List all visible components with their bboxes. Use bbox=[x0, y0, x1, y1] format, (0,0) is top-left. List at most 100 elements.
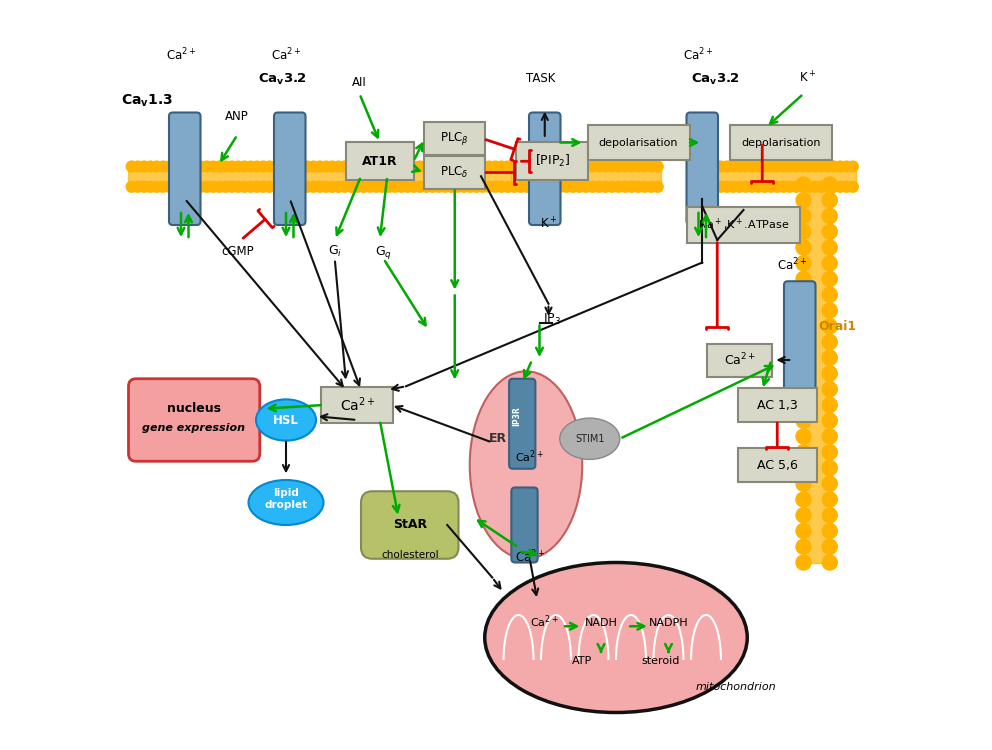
Circle shape bbox=[607, 182, 617, 192]
Circle shape bbox=[548, 161, 558, 172]
Ellipse shape bbox=[485, 562, 747, 712]
Circle shape bbox=[804, 182, 814, 192]
Circle shape bbox=[600, 161, 611, 172]
Circle shape bbox=[529, 161, 540, 172]
Circle shape bbox=[377, 161, 388, 172]
Circle shape bbox=[245, 161, 256, 172]
Circle shape bbox=[290, 182, 300, 192]
Circle shape bbox=[302, 161, 312, 172]
Circle shape bbox=[816, 161, 826, 172]
Circle shape bbox=[509, 161, 520, 172]
Circle shape bbox=[847, 182, 858, 192]
Circle shape bbox=[428, 161, 438, 172]
Circle shape bbox=[772, 161, 783, 172]
Text: AC 5,6: AC 5,6 bbox=[757, 458, 798, 472]
Text: cholesterol: cholesterol bbox=[381, 550, 438, 560]
Circle shape bbox=[522, 161, 533, 172]
FancyBboxPatch shape bbox=[129, 379, 260, 461]
Circle shape bbox=[309, 182, 318, 192]
FancyBboxPatch shape bbox=[321, 387, 393, 423]
Text: Ca$^{2+}$: Ca$^{2+}$ bbox=[777, 256, 807, 273]
Circle shape bbox=[164, 182, 175, 192]
Text: Na$^+$,K$^+$.ATPase: Na$^+$,K$^+$.ATPase bbox=[697, 217, 790, 233]
FancyBboxPatch shape bbox=[169, 112, 200, 225]
Text: IP$_3$: IP$_3$ bbox=[544, 311, 561, 326]
Text: K$^+$: K$^+$ bbox=[540, 217, 558, 232]
Circle shape bbox=[822, 272, 837, 286]
Circle shape bbox=[778, 182, 789, 192]
Circle shape bbox=[434, 161, 444, 172]
Circle shape bbox=[772, 182, 783, 192]
Circle shape bbox=[402, 182, 413, 192]
Circle shape bbox=[822, 240, 837, 255]
Circle shape bbox=[409, 161, 420, 172]
Circle shape bbox=[796, 224, 811, 239]
Circle shape bbox=[516, 161, 526, 172]
Circle shape bbox=[245, 182, 256, 192]
Circle shape bbox=[822, 539, 837, 554]
Circle shape bbox=[396, 161, 407, 172]
Circle shape bbox=[653, 182, 663, 192]
Circle shape bbox=[766, 161, 777, 172]
Circle shape bbox=[195, 182, 206, 192]
Text: G$_q$: G$_q$ bbox=[375, 244, 392, 261]
Circle shape bbox=[822, 224, 837, 239]
FancyBboxPatch shape bbox=[730, 125, 832, 160]
Circle shape bbox=[177, 182, 187, 192]
Circle shape bbox=[633, 182, 644, 192]
Circle shape bbox=[529, 182, 540, 192]
Circle shape bbox=[796, 413, 811, 428]
Circle shape bbox=[188, 161, 199, 172]
Circle shape bbox=[709, 161, 719, 172]
Circle shape bbox=[415, 161, 426, 172]
Text: mitochondrion: mitochondrion bbox=[695, 682, 777, 692]
Circle shape bbox=[327, 161, 337, 172]
Circle shape bbox=[152, 182, 162, 192]
FancyBboxPatch shape bbox=[686, 112, 718, 225]
Circle shape bbox=[702, 182, 713, 192]
Bar bbox=[511, 162, 661, 191]
Circle shape bbox=[835, 182, 845, 192]
Circle shape bbox=[580, 161, 591, 172]
Circle shape bbox=[471, 161, 482, 172]
Text: Ca$^{2+}$: Ca$^{2+}$ bbox=[516, 448, 545, 465]
Text: Ca$^{2+}$: Ca$^{2+}$ bbox=[339, 396, 375, 414]
Circle shape bbox=[796, 366, 811, 381]
Circle shape bbox=[439, 182, 450, 192]
Circle shape bbox=[593, 182, 604, 192]
Circle shape bbox=[797, 161, 807, 172]
Circle shape bbox=[620, 182, 631, 192]
Circle shape bbox=[535, 161, 546, 172]
Circle shape bbox=[522, 182, 533, 192]
Circle shape bbox=[290, 161, 300, 172]
Circle shape bbox=[796, 256, 811, 271]
Circle shape bbox=[740, 161, 751, 172]
Circle shape bbox=[126, 161, 137, 172]
Text: Ca$^{2+}$: Ca$^{2+}$ bbox=[683, 46, 713, 63]
Circle shape bbox=[226, 161, 237, 172]
Text: G$_i$: G$_i$ bbox=[327, 244, 342, 259]
Circle shape bbox=[339, 182, 350, 192]
Circle shape bbox=[822, 445, 837, 460]
Circle shape bbox=[271, 182, 282, 192]
Circle shape bbox=[390, 182, 401, 192]
Circle shape bbox=[439, 161, 450, 172]
Circle shape bbox=[822, 287, 837, 302]
Circle shape bbox=[822, 350, 837, 365]
Text: NADH: NADH bbox=[584, 618, 617, 628]
Text: steroid: steroid bbox=[642, 656, 681, 666]
Circle shape bbox=[239, 161, 250, 172]
Circle shape bbox=[258, 182, 269, 192]
Circle shape bbox=[152, 161, 162, 172]
Text: depolarisation: depolarisation bbox=[741, 137, 820, 148]
Circle shape bbox=[542, 182, 553, 192]
Circle shape bbox=[639, 161, 650, 172]
Circle shape bbox=[613, 182, 624, 192]
Circle shape bbox=[383, 182, 394, 192]
Circle shape bbox=[542, 161, 553, 172]
Circle shape bbox=[421, 161, 432, 172]
Circle shape bbox=[593, 161, 604, 172]
Circle shape bbox=[164, 161, 175, 172]
Text: STIM1: STIM1 bbox=[575, 433, 604, 444]
Circle shape bbox=[734, 182, 745, 192]
